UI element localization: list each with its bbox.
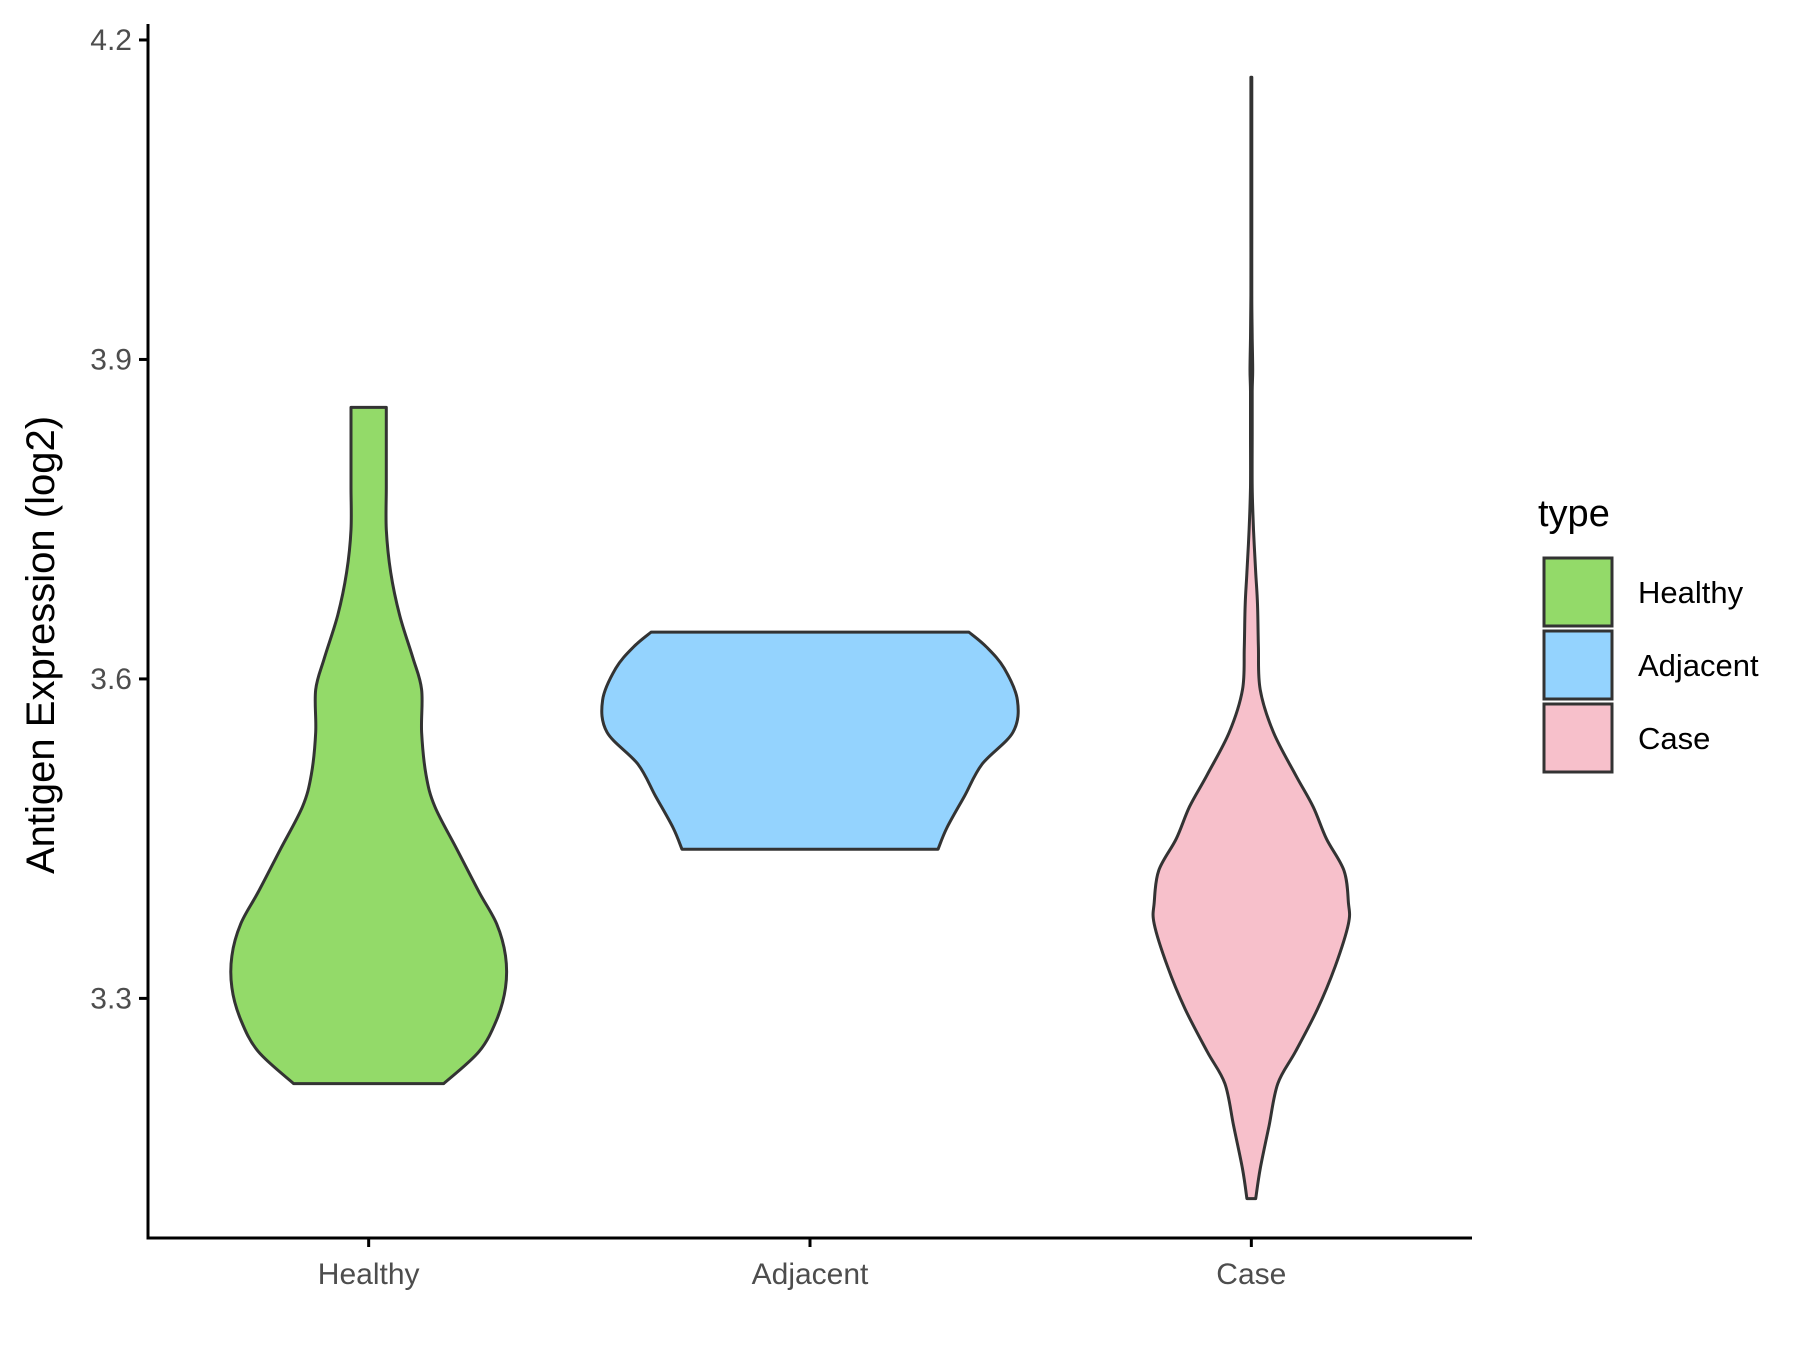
legend-label: Healthy xyxy=(1638,575,1744,610)
legend-title: type xyxy=(1538,493,1610,535)
x-tick-label: Adjacent xyxy=(752,1258,869,1291)
violin-case xyxy=(1151,75,1352,1201)
x-tick-label: Case xyxy=(1216,1258,1286,1291)
y-axis-title: Antigen Expression (log2) xyxy=(19,416,63,874)
legend-swatch xyxy=(1542,702,1614,774)
legend: type Healthy Adjacent Case xyxy=(1538,493,1759,774)
y-ticks: 3.3 3.6 3.9 4.2 xyxy=(90,24,148,1015)
legend-swatch xyxy=(1542,556,1614,628)
legend-swatch xyxy=(1542,629,1614,701)
violin-healthy xyxy=(229,405,509,1086)
violins xyxy=(229,75,1352,1201)
x-tick-label: Healthy xyxy=(318,1258,420,1291)
legend-items: Healthy Adjacent Case xyxy=(1542,556,1759,774)
y-tick-label: 3.3 xyxy=(90,982,132,1015)
violin-adjacent xyxy=(600,630,1020,851)
x-ticks: Healthy Adjacent Case xyxy=(318,1238,1286,1291)
y-tick-label: 3.6 xyxy=(90,663,132,696)
legend-label: Case xyxy=(1638,721,1710,756)
legend-label: Adjacent xyxy=(1638,648,1759,683)
y-tick-label: 3.9 xyxy=(90,343,132,376)
y-tick-label: 4.2 xyxy=(90,24,132,57)
